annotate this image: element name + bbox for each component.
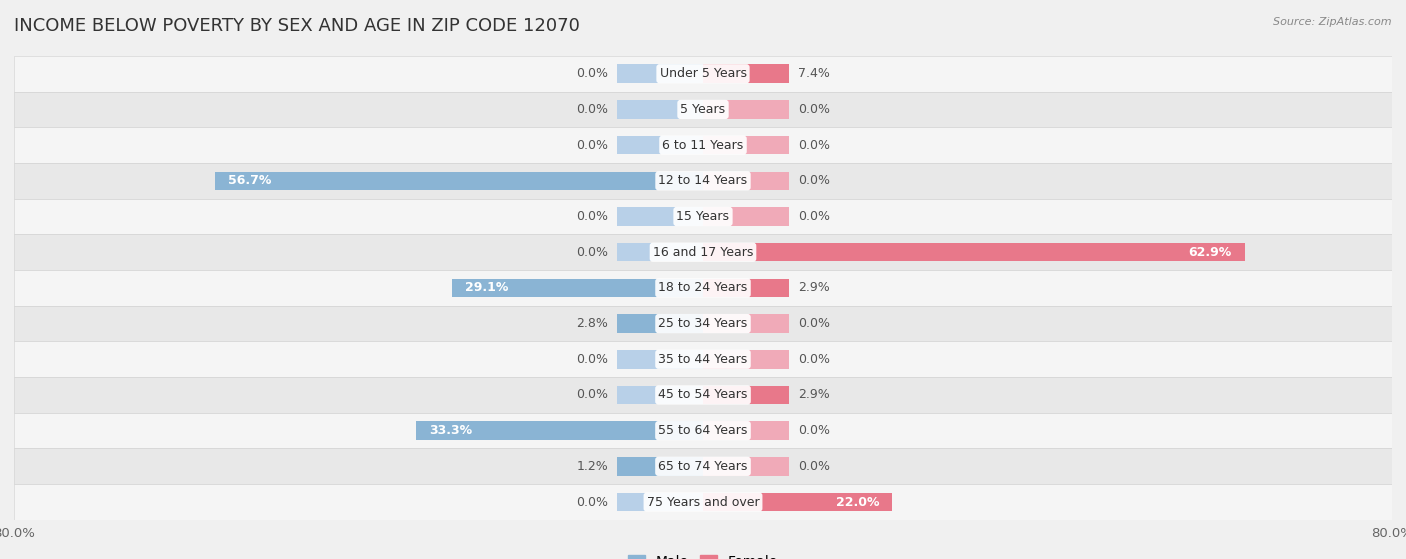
Text: 2.9%: 2.9% bbox=[797, 281, 830, 295]
Text: 0.0%: 0.0% bbox=[576, 246, 609, 259]
Bar bbox=[14, 270, 1392, 306]
Bar bbox=[617, 350, 703, 368]
Bar bbox=[617, 100, 703, 119]
Bar bbox=[703, 421, 789, 440]
Text: 0.0%: 0.0% bbox=[576, 495, 609, 509]
Bar bbox=[617, 386, 703, 404]
Bar bbox=[703, 243, 1244, 262]
Bar bbox=[14, 342, 1392, 377]
Bar bbox=[14, 413, 1392, 448]
Text: 0.0%: 0.0% bbox=[576, 67, 609, 80]
Bar bbox=[703, 457, 789, 476]
Text: 29.1%: 29.1% bbox=[465, 281, 509, 295]
Text: 0.0%: 0.0% bbox=[797, 317, 830, 330]
Bar bbox=[617, 314, 703, 333]
Text: 0.0%: 0.0% bbox=[576, 389, 609, 401]
Text: 0.0%: 0.0% bbox=[576, 139, 609, 151]
Bar bbox=[703, 207, 789, 226]
Bar bbox=[14, 306, 1392, 342]
Text: Under 5 Years: Under 5 Years bbox=[659, 67, 747, 80]
Bar bbox=[215, 172, 703, 190]
Text: 5 Years: 5 Years bbox=[681, 103, 725, 116]
Text: 0.0%: 0.0% bbox=[797, 460, 830, 473]
Text: 0.0%: 0.0% bbox=[797, 210, 830, 223]
Bar bbox=[14, 163, 1392, 198]
Text: 22.0%: 22.0% bbox=[837, 495, 880, 509]
Text: 55 to 64 Years: 55 to 64 Years bbox=[658, 424, 748, 437]
Text: 0.0%: 0.0% bbox=[576, 210, 609, 223]
Text: 0.0%: 0.0% bbox=[797, 424, 830, 437]
Text: 1.2%: 1.2% bbox=[576, 460, 609, 473]
Bar bbox=[703, 278, 789, 297]
Bar bbox=[617, 243, 703, 262]
Text: 35 to 44 Years: 35 to 44 Years bbox=[658, 353, 748, 366]
Text: 18 to 24 Years: 18 to 24 Years bbox=[658, 281, 748, 295]
Text: 15 Years: 15 Years bbox=[676, 210, 730, 223]
Bar bbox=[617, 136, 703, 154]
Bar bbox=[703, 172, 789, 190]
Bar bbox=[703, 386, 789, 404]
Bar bbox=[703, 100, 789, 119]
Text: 0.0%: 0.0% bbox=[576, 353, 609, 366]
Text: 16 and 17 Years: 16 and 17 Years bbox=[652, 246, 754, 259]
Bar bbox=[703, 136, 789, 154]
Text: 2.9%: 2.9% bbox=[797, 389, 830, 401]
Text: 0.0%: 0.0% bbox=[797, 103, 830, 116]
Bar bbox=[703, 314, 789, 333]
Bar bbox=[14, 448, 1392, 484]
Text: 0.0%: 0.0% bbox=[797, 353, 830, 366]
Text: Source: ZipAtlas.com: Source: ZipAtlas.com bbox=[1274, 17, 1392, 27]
Bar bbox=[14, 127, 1392, 163]
Text: 65 to 74 Years: 65 to 74 Years bbox=[658, 460, 748, 473]
Bar bbox=[14, 234, 1392, 270]
Text: 0.0%: 0.0% bbox=[797, 174, 830, 187]
Text: 62.9%: 62.9% bbox=[1188, 246, 1232, 259]
Text: 6 to 11 Years: 6 to 11 Years bbox=[662, 139, 744, 151]
Text: INCOME BELOW POVERTY BY SEX AND AGE IN ZIP CODE 12070: INCOME BELOW POVERTY BY SEX AND AGE IN Z… bbox=[14, 17, 579, 35]
Text: 45 to 54 Years: 45 to 54 Years bbox=[658, 389, 748, 401]
Text: 7.4%: 7.4% bbox=[797, 67, 830, 80]
Bar bbox=[416, 421, 703, 440]
Legend: Male, Female: Male, Female bbox=[628, 555, 778, 559]
Bar bbox=[453, 278, 703, 297]
Text: 2.8%: 2.8% bbox=[576, 317, 609, 330]
Bar bbox=[617, 207, 703, 226]
Bar bbox=[14, 198, 1392, 234]
Bar bbox=[617, 492, 703, 511]
Bar bbox=[617, 457, 703, 476]
Bar bbox=[617, 64, 703, 83]
Bar bbox=[703, 350, 789, 368]
Text: 25 to 34 Years: 25 to 34 Years bbox=[658, 317, 748, 330]
Bar bbox=[703, 492, 893, 511]
Text: 56.7%: 56.7% bbox=[228, 174, 271, 187]
Text: 0.0%: 0.0% bbox=[576, 103, 609, 116]
Text: 75 Years and over: 75 Years and over bbox=[647, 495, 759, 509]
Bar bbox=[703, 64, 789, 83]
Bar bbox=[14, 377, 1392, 413]
Bar bbox=[14, 484, 1392, 520]
Text: 33.3%: 33.3% bbox=[429, 424, 472, 437]
Text: 12 to 14 Years: 12 to 14 Years bbox=[658, 174, 748, 187]
Text: 0.0%: 0.0% bbox=[797, 139, 830, 151]
Bar bbox=[14, 56, 1392, 92]
Bar bbox=[14, 92, 1392, 127]
